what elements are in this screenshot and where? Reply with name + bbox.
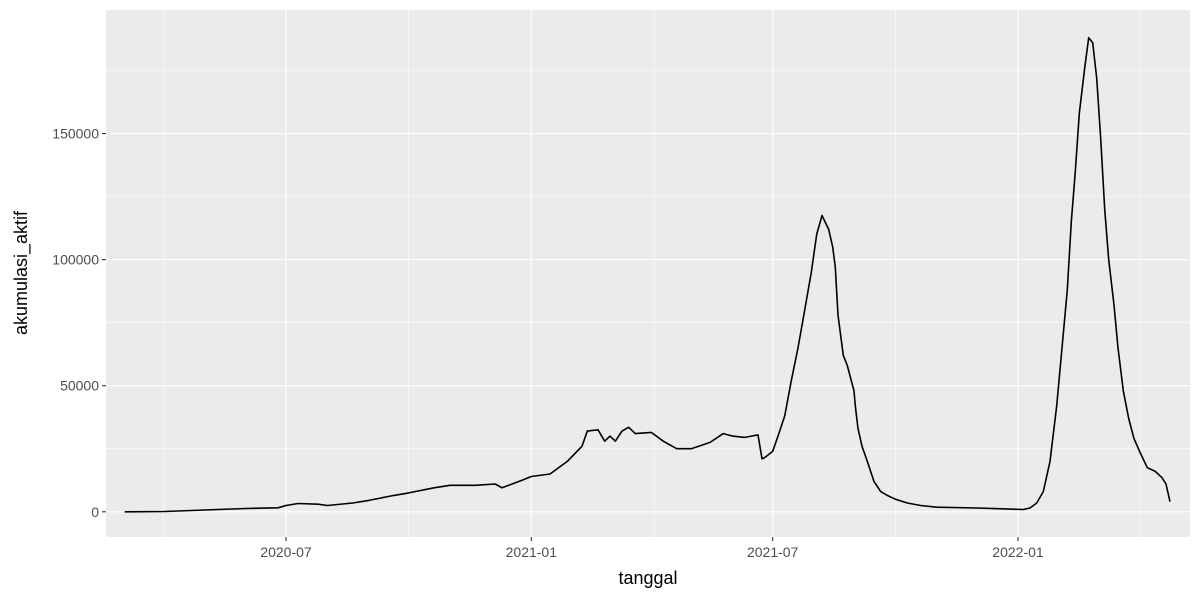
x-tick-label: 2022-01 xyxy=(992,544,1044,560)
x-tick-label: 2021-07 xyxy=(747,544,799,560)
series-layer xyxy=(124,36,1171,513)
y-tick-label: 0 xyxy=(91,504,99,520)
y-tick-label: 100000 xyxy=(52,252,99,268)
x-tick-label: 2020-07 xyxy=(260,544,312,560)
y-axis-title: akumulasi_aktif xyxy=(11,210,32,335)
y-tick-label: 150000 xyxy=(52,126,99,142)
axis-ticks: 0 50000 100000 150000 2020-07 2021-01 2021-07 2… xyxy=(52,126,1044,560)
grid-lines xyxy=(106,10,1190,537)
plot-panel xyxy=(106,10,1190,537)
x-axis-title: tanggal xyxy=(618,568,677,588)
series-line-akumulasi_aktif xyxy=(124,36,1171,513)
y-tick-label: 50000 xyxy=(60,378,99,394)
x-tick-label: 2021-01 xyxy=(506,544,558,560)
